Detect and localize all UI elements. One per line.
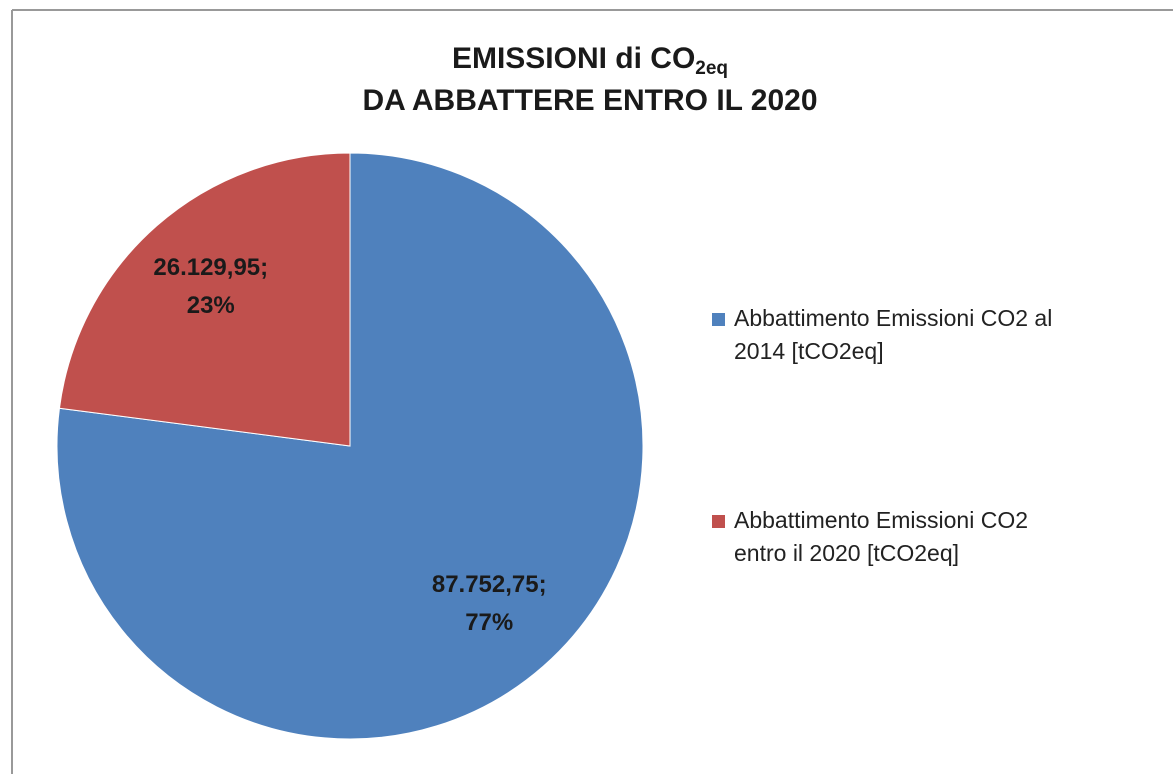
chart-title-line2: DA ABBATTERE ENTRO IL 2020 (362, 84, 817, 117)
data-label-value: 26.129,95; (153, 254, 268, 281)
data-label-value: 87.752,75; (432, 571, 547, 598)
legend-label: Abbattimento Emissioni CO2 al 2014 [tCO2… (734, 305, 1053, 364)
chart-title: EMISSIONI di CO2eq (452, 42, 728, 79)
data-label-percent: 23% (187, 292, 235, 319)
data-label-percent: 77% (465, 609, 513, 636)
title-main: EMISSIONI di CO (452, 42, 695, 75)
title-subscript: 2eq (695, 58, 728, 79)
pie-slice (56, 152, 644, 740)
legend-swatch (712, 515, 725, 528)
legend-item: Abbattimento Emissioni CO2 entro il 2020… (712, 504, 1057, 570)
legend-item: Abbattimento Emissioni CO2 al 2014 [tCO2… (712, 302, 1057, 368)
legend-label: Abbattimento Emissioni CO2 entro il 2020… (734, 507, 1029, 566)
pie-slice (58, 152, 351, 447)
legend-swatch (712, 313, 725, 326)
